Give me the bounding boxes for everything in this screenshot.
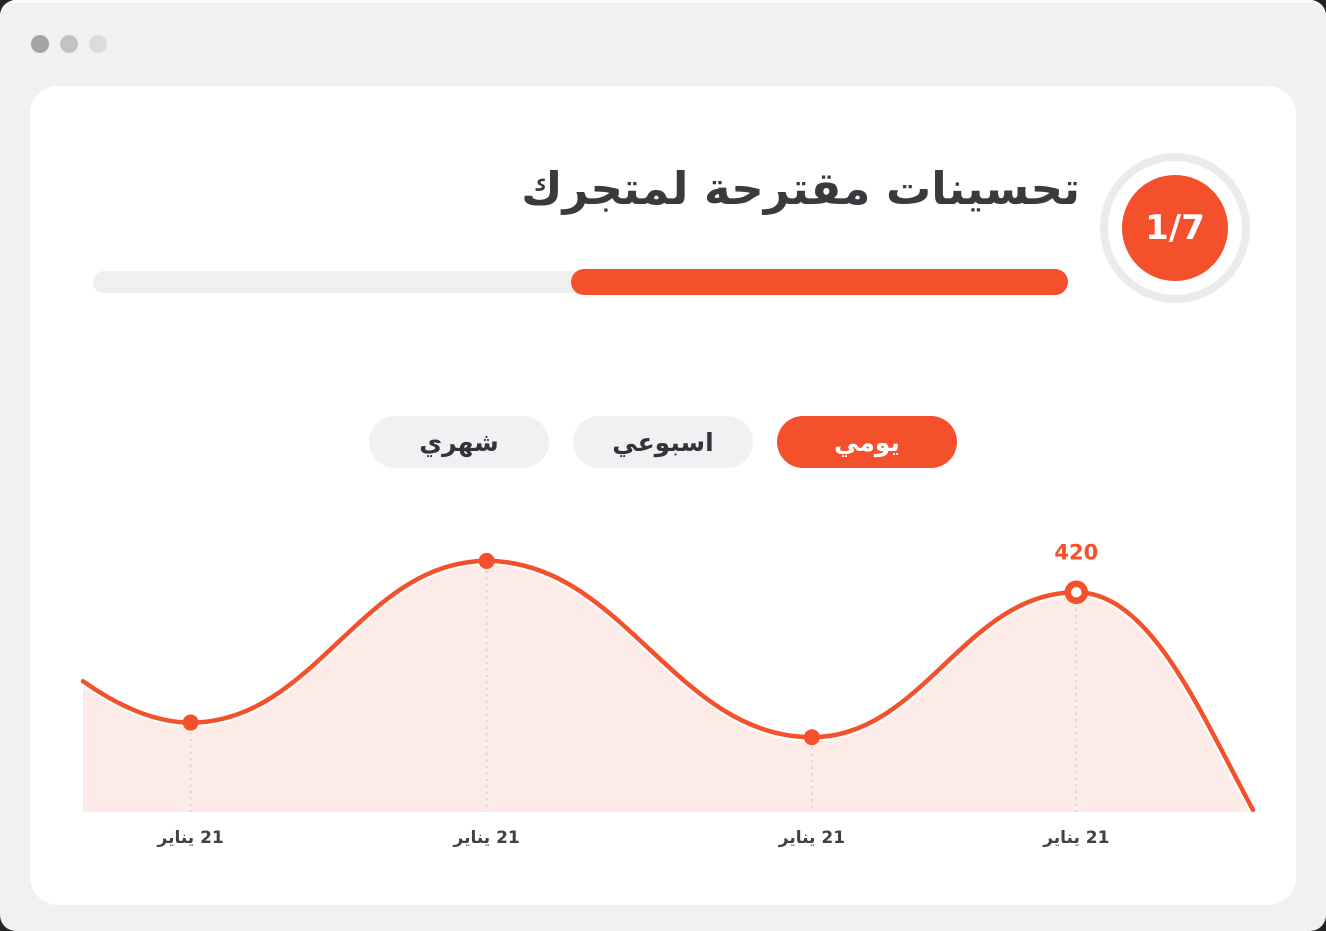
chart-canvas: 420 [78,540,1258,815]
x-axis-label: 21 يناير [778,828,846,848]
step-badge-ring: 1/7 [1100,153,1250,303]
window-minimize-button[interactable] [60,35,78,53]
chart-area-fill [83,560,1253,812]
x-axis-label: 21 يناير [453,828,520,848]
window-titlebar [0,0,1326,86]
filter-monthly-button[interactable]: شهري [369,416,549,468]
data-point-value-label: 420 [1054,540,1098,564]
x-axis-label: 21 يناير [1043,828,1110,848]
data-point-marker[interactable] [803,729,820,746]
data-point-marker[interactable] [182,714,199,731]
data-point-marker[interactable] [478,552,495,569]
window-zoom-button[interactable] [89,35,107,53]
progress-bar [93,269,1068,295]
data-point-marker-highlight[interactable] [1064,580,1089,605]
progress-fill [570,269,1068,295]
filter-weekly-button[interactable]: اسبوعي [573,416,753,468]
step-badge-text: 1/7 [1145,208,1205,248]
period-filter-group: يومي اسبوعي شهري [30,416,1296,468]
content-card: 1/7 تحسينات مقترحة لمتجرك يومي اسبوعي شه… [30,86,1296,905]
chart-line [80,558,1256,813]
filter-daily-button[interactable]: يومي [777,416,957,468]
metrics-area-chart: 420 21 يناير 21 يناير 21 يناير 21 يناير [78,540,1258,848]
x-axis-label: 21 يناير [157,828,224,848]
page-title: تحسينات مقترحة لمتجرك [521,162,1080,215]
window-close-button[interactable] [31,35,49,53]
step-badge: 1/7 [1122,175,1228,281]
